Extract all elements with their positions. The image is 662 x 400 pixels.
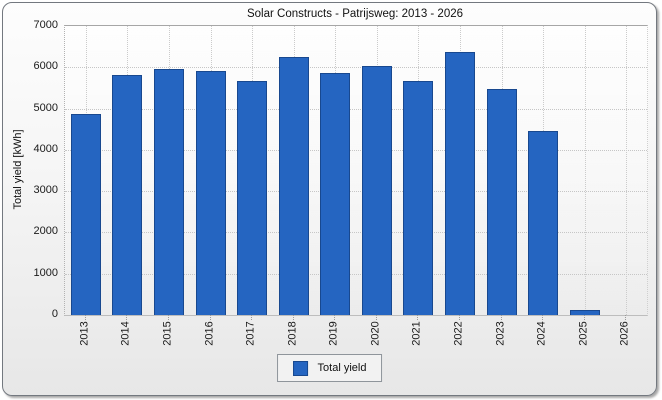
bar-2019[interactable] xyxy=(320,73,350,315)
gridline-y-5000 xyxy=(65,108,647,110)
bar-2025[interactable] xyxy=(570,310,600,315)
xtick-mark-2020 xyxy=(376,315,377,320)
xtick-label-2017: 2017 xyxy=(244,321,257,346)
xtick-label-2024: 2024 xyxy=(535,321,548,346)
ytick-label-2000: 2000 xyxy=(33,225,58,237)
bar-2016[interactable] xyxy=(196,71,226,315)
xtick-mark-2016 xyxy=(210,315,211,320)
gridline-y-6000 xyxy=(65,67,647,69)
xtick-mark-2021 xyxy=(417,315,418,320)
xtick-label-2018: 2018 xyxy=(286,321,299,346)
xtick-mark-2013 xyxy=(85,315,86,320)
bar-2020[interactable] xyxy=(362,66,392,315)
xtick-label-2020: 2020 xyxy=(369,321,382,346)
ytick-label-3000: 3000 xyxy=(33,184,58,196)
ytick-label-5000: 5000 xyxy=(33,102,58,114)
xtick-label-2014: 2014 xyxy=(119,321,132,346)
gridline-y-1000 xyxy=(65,273,647,275)
gridline-x-2025 xyxy=(584,26,586,315)
ytick-label-7000: 7000 xyxy=(33,19,58,31)
gridline-x-2026 xyxy=(626,26,628,315)
ytick-label-1000: 1000 xyxy=(33,267,58,279)
xtick-mark-2018 xyxy=(293,315,294,320)
xtick-label-2015: 2015 xyxy=(161,321,174,346)
plot-area xyxy=(64,25,648,316)
bar-2022[interactable] xyxy=(445,52,475,315)
xtick-label-2013: 2013 xyxy=(78,321,91,346)
bar-2021[interactable] xyxy=(403,81,433,315)
bar-2024[interactable] xyxy=(528,131,558,315)
xtick-mark-2023 xyxy=(501,315,502,320)
xtick-mark-2025 xyxy=(584,315,585,320)
bar-2018[interactable] xyxy=(279,57,309,315)
xtick-mark-2024 xyxy=(542,315,543,320)
xtick-mark-2022 xyxy=(459,315,460,320)
bar-2015[interactable] xyxy=(154,69,184,315)
xtick-mark-2026 xyxy=(625,315,626,320)
legend: Total yield xyxy=(276,354,383,382)
bar-2017[interactable] xyxy=(237,81,267,315)
legend-label-total-yield: Total yield xyxy=(317,362,367,374)
xtick-mark-2017 xyxy=(251,315,252,320)
xtick-mark-2019 xyxy=(334,315,335,320)
gridline-y-3000 xyxy=(65,191,647,193)
xtick-label-2016: 2016 xyxy=(203,321,216,346)
legend-swatch-total-yield xyxy=(292,360,308,376)
xtick-label-2022: 2022 xyxy=(452,321,465,346)
xtick-label-2019: 2019 xyxy=(327,321,340,346)
chart-title: Solar Constructs - Patrijsweg: 2013 - 20… xyxy=(246,8,464,20)
y-axis-tick-labels: 0 1000 2000 3000 4000 5000 6000 7000 xyxy=(3,3,58,395)
gridline-y-2000 xyxy=(65,232,647,234)
chart-window: Solar Constructs - Patrijsweg: 2013 - 20… xyxy=(2,2,657,396)
bar-2014[interactable] xyxy=(112,75,142,315)
xtick-label-2021: 2021 xyxy=(410,321,423,346)
bar-2013[interactable] xyxy=(71,114,101,315)
ytick-label-0: 0 xyxy=(51,308,58,320)
bar-2023[interactable] xyxy=(487,89,517,315)
xtick-label-2025: 2025 xyxy=(577,321,590,346)
xtick-mark-2014 xyxy=(126,315,127,320)
x-axis-tick-labels: 2013 2014 2015 2016 2017 2018 2019 2020 2021 2022… xyxy=(3,3,656,395)
ytick-label-4000: 4000 xyxy=(33,143,58,155)
gridline-y-4000 xyxy=(65,149,647,151)
xtick-mark-2015 xyxy=(168,315,169,320)
ytick-label-6000: 6000 xyxy=(33,60,58,72)
xtick-label-2026: 2026 xyxy=(618,321,631,346)
xtick-label-2023: 2023 xyxy=(494,321,507,346)
